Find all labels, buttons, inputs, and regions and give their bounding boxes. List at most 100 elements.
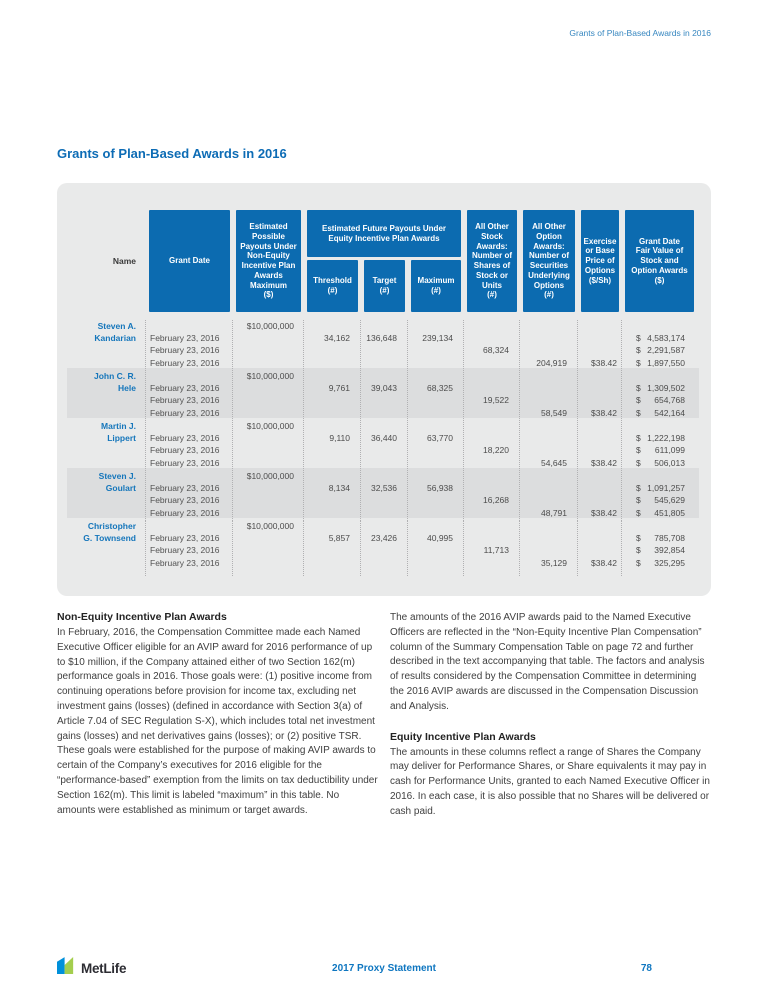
cell-grant-dates: February 23, 2016 February 23, 2016 Febr… (145, 320, 230, 369)
fair-value: $506,013 (636, 457, 685, 468)
cell-stock-awards: 19,522 (463, 370, 517, 419)
executive-name-line2: Kandarian (94, 333, 136, 344)
cell-maximum: 239,134 (407, 320, 461, 369)
cell-exercise-price: $38.42 (577, 320, 619, 369)
table-row: John C. R. Hele February 23, 2016 Februa… (67, 368, 699, 419)
executive-name-line1: Steven J. (98, 471, 136, 481)
cell-stock-awards: 16,268 (463, 470, 517, 519)
fair-value: $611,099 (636, 445, 685, 456)
grant-date: February 23, 2016 (150, 533, 220, 544)
cell-exercise-price: $38.42 (577, 370, 619, 419)
cell-option-awards: 204,919 (519, 320, 575, 369)
cell-fair-values: $785,708 $392,854 $325,295 (621, 520, 694, 576)
left-column: Non-Equity Incentive Plan Awards In Febr… (57, 611, 378, 820)
grant-date: February 23, 2016 (150, 407, 220, 418)
cell-maximum: 63,770 (407, 420, 461, 469)
col-header-name: Name (112, 256, 136, 266)
fair-value: $542,164 (636, 407, 685, 418)
fair-value: $545,629 (636, 495, 685, 506)
fair-value: $1,309,502 (636, 383, 685, 394)
table-row: Christopher G. Townsend February 23, 201… (67, 518, 699, 576)
cell-grant-dates: February 23, 2016 February 23, 2016 Febr… (145, 370, 230, 419)
cell-target: 39,043 (360, 370, 405, 419)
fair-value: $4,583,174 (636, 333, 685, 344)
executive-name-line1: Martin J. (101, 421, 136, 431)
cell-threshold: 9,761 (303, 370, 358, 419)
paragraph-non-equity: In February, 2016, the Compensation Comm… (57, 627, 378, 816)
col-header-option-awards: All Other Option Awards: Number of Secur… (523, 210, 575, 312)
cell-target: 23,426 (360, 520, 405, 576)
col-header-stock-awards: All Other Stock Awards: Number of Shares… (467, 210, 517, 312)
grant-date: February 23, 2016 (150, 507, 220, 518)
page-footer: MetLife 2017 Proxy Statement 78 (57, 955, 711, 981)
cell-exercise-price: $38.42 (577, 520, 619, 576)
cell-non-equity-max: $10,000,000 (232, 320, 301, 369)
table-row: Martin J. Lippert February 23, 2016 Febr… (67, 418, 699, 469)
grant-date: February 23, 2016 (150, 395, 220, 406)
cell-threshold: 34,162 (303, 320, 358, 369)
cell-executive-name: Christopher G. Townsend (67, 520, 143, 576)
cell-target: 136,648 (360, 320, 405, 369)
executive-name-line1: Steven A. (97, 321, 136, 331)
page-number: 78 (640, 962, 652, 974)
paragraph-equity: The amounts in these columns reflect a r… (390, 746, 710, 817)
fair-value: $654,768 (636, 395, 685, 406)
grant-date: February 23, 2016 (150, 383, 220, 394)
executive-name-line2: Hele (118, 383, 136, 394)
section-heading-non-equity: Non-Equity Incentive Plan Awards (57, 611, 227, 623)
right-column: The amounts of the 2016 AVIP awards paid… (390, 611, 711, 820)
cell-grant-dates: February 23, 2016 February 23, 2016 Febr… (145, 420, 230, 469)
cell-grant-dates: February 23, 2016 February 23, 2016 Febr… (145, 470, 230, 519)
cell-fair-values: $4,583,174 $2,291,587 $1,897,550 (621, 320, 694, 369)
table-row: Steven J. Goulart February 23, 2016 Febr… (67, 468, 699, 519)
table-header: Name Grant Date Estimated Possible Payou… (67, 210, 699, 312)
metlife-brand: MetLife (57, 956, 126, 980)
grant-date: February 23, 2016 (150, 457, 220, 468)
cell-non-equity-max: $10,000,000 (232, 520, 301, 576)
cell-non-equity-max: $10,000,000 (232, 420, 301, 469)
grant-date: February 23, 2016 (150, 545, 220, 556)
footer-center-text: 2017 Proxy Statement (332, 962, 436, 974)
col-header-maximum: Maximum (#) (411, 260, 461, 312)
cell-maximum: 68,325 (407, 370, 461, 419)
cell-option-awards: 48,791 (519, 470, 575, 519)
cell-option-awards: 58,549 (519, 370, 575, 419)
body-text-columns: Non-Equity Incentive Plan Awards In Febr… (57, 611, 711, 820)
cell-threshold: 5,857 (303, 520, 358, 576)
grant-date: February 23, 2016 (150, 357, 220, 368)
cell-exercise-price: $38.42 (577, 420, 619, 469)
col-header-threshold: Threshold (#) (307, 260, 358, 312)
paragraph-avip-note: The amounts of the 2016 AVIP awards paid… (390, 612, 705, 712)
awards-table-card: Name Grant Date Estimated Possible Payou… (57, 183, 711, 596)
metlife-wordmark: MetLife (81, 960, 127, 976)
executive-name-line2: Goulart (105, 483, 136, 494)
fair-value: $2,291,587 (636, 345, 685, 356)
cell-executive-name: Steven J. Goulart (67, 470, 143, 519)
cell-executive-name: Steven A. Kandarian (67, 320, 143, 369)
col-header-non-equity-max: Estimated Possible Payouts Under Non-Equ… (236, 210, 301, 312)
cell-exercise-price: $38.42 (577, 470, 619, 519)
cell-fair-values: $1,222,198 $611,099 $506,013 (621, 420, 694, 469)
grant-date: February 23, 2016 (150, 557, 220, 568)
fair-value: $392,854 (636, 545, 685, 556)
col-header-fair-value: Grant Date Fair Value of Stock and Optio… (625, 210, 694, 312)
grant-date: February 23, 2016 (150, 433, 220, 444)
fair-value: $1,091,257 (636, 483, 685, 494)
cell-option-awards: 35,129 (519, 520, 575, 576)
col-header-exercise-price: Exercise or Base Price of Options ($/Sh) (581, 210, 619, 312)
grant-date: February 23, 2016 (150, 483, 220, 494)
cell-executive-name: Martin J. Lippert (67, 420, 143, 469)
cell-fair-values: $1,091,257 $545,629 $451,805 (621, 470, 694, 519)
metlife-logo-icon (57, 956, 76, 980)
cell-fair-values: $1,309,502 $654,768 $542,164 (621, 370, 694, 419)
cell-non-equity-max: $10,000,000 (232, 470, 301, 519)
cell-maximum: 40,995 (407, 520, 461, 576)
executive-name-line2: Lippert (107, 433, 136, 444)
running-header: Grants of Plan-Based Awards in 2016 (569, 28, 711, 38)
cell-threshold: 9,110 (303, 420, 358, 469)
grant-date: February 23, 2016 (150, 445, 220, 456)
cell-grant-dates: February 23, 2016 February 23, 2016 Febr… (145, 520, 230, 576)
cell-stock-awards: 18,220 (463, 420, 517, 469)
cell-stock-awards: 11,713 (463, 520, 517, 576)
cell-non-equity-max: $10,000,000 (232, 370, 301, 419)
